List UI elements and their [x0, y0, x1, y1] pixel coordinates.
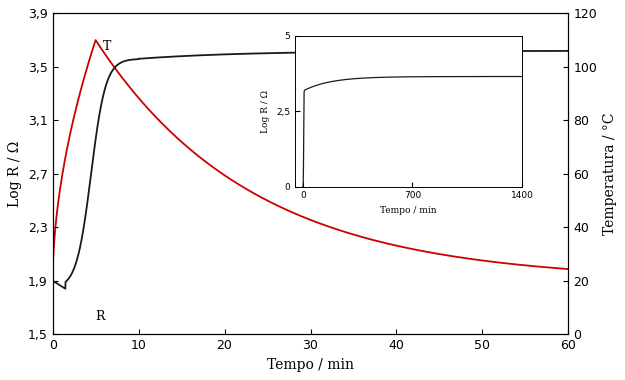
Text: R: R — [96, 310, 105, 323]
Y-axis label: Temperatura / °C: Temperatura / °C — [602, 112, 617, 235]
Text: T: T — [102, 40, 111, 54]
X-axis label: Tempo / min: Tempo / min — [267, 358, 354, 372]
Y-axis label: Log R / Ω: Log R / Ω — [8, 141, 22, 207]
